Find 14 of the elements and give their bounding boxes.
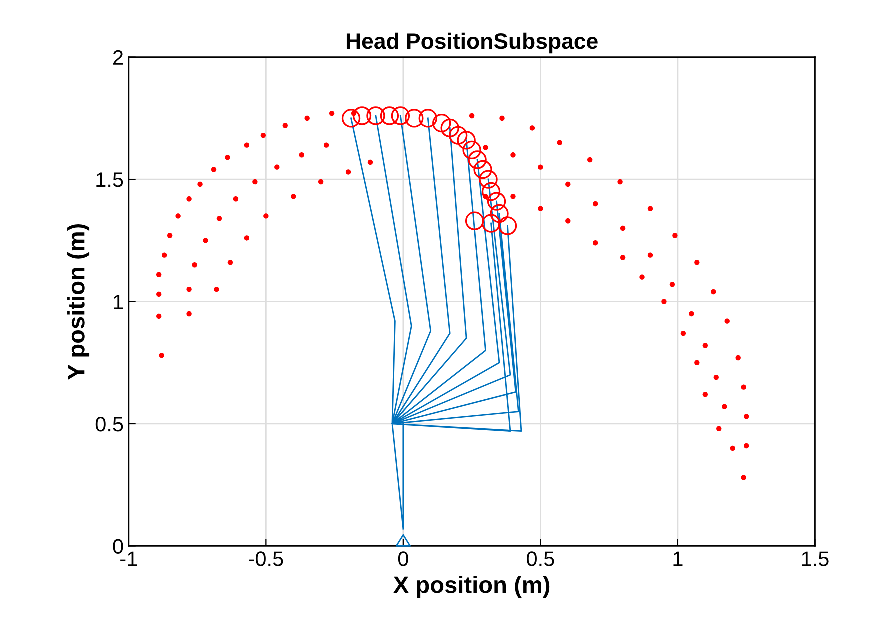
x-tick-label: 0.5 xyxy=(527,552,554,566)
x-tick-label: -0.5 xyxy=(249,552,284,566)
chart-title: Head PositionSubspace xyxy=(346,32,598,54)
x-tick-label: 1 xyxy=(674,552,683,566)
x-tick-label: -1 xyxy=(120,552,138,566)
y-axis-title: Y position (m) xyxy=(68,224,90,380)
y-tick-label: 0.5 xyxy=(96,416,124,432)
x-tick-label: 1.5 xyxy=(802,552,829,566)
x-axis-title: X position (m) xyxy=(394,576,550,598)
x-tick-label: 0 xyxy=(398,552,408,566)
y-tick-label: 1.5 xyxy=(96,172,124,188)
y-tick-label: 2 xyxy=(114,50,123,65)
y-tick-label: 1 xyxy=(114,294,124,310)
y-tick-label: 0 xyxy=(113,539,124,554)
